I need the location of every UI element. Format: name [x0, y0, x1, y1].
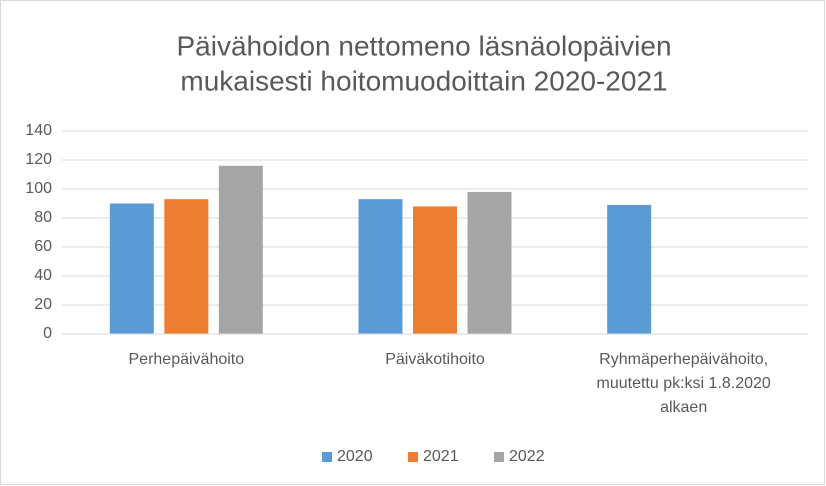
y-tick-label: 0	[43, 325, 52, 342]
bar	[109, 203, 154, 334]
x-tick-label: Ryhmäperhepäivähoito,	[599, 351, 768, 368]
bar	[467, 191, 512, 334]
bar	[607, 204, 652, 334]
x-tick-label: Perhepäivähoito	[129, 351, 245, 368]
bar	[413, 206, 457, 334]
x-tick-label: muutettu pk:ksi 1.8.2020	[597, 375, 771, 392]
bar	[218, 165, 263, 334]
chart-title: mukaisesti hoitomuodoittain 2020-2021	[180, 65, 667, 96]
legend-swatch	[322, 452, 332, 462]
y-tick-label: 40	[34, 267, 52, 284]
legend-label: 2022	[509, 448, 545, 465]
x-tick-label: alkaen	[660, 399, 707, 416]
legend-swatch	[408, 452, 418, 462]
chart-title: Päivähoidon nettomeno läsnäolopäivien	[176, 30, 671, 61]
y-tick-label: 120	[25, 151, 52, 168]
y-tick-label: 60	[34, 238, 52, 255]
bar	[358, 199, 403, 334]
y-tick-label: 140	[25, 122, 52, 139]
y-tick-label: 20	[34, 296, 52, 313]
y-tick-label: 80	[34, 209, 52, 226]
bar	[164, 199, 209, 334]
legend-swatch	[494, 452, 504, 462]
legend-label: 2020	[337, 448, 373, 465]
x-tick-label: Päiväkotihoito	[385, 351, 485, 368]
y-tick-label: 100	[25, 180, 52, 197]
legend-label: 2021	[423, 448, 459, 465]
